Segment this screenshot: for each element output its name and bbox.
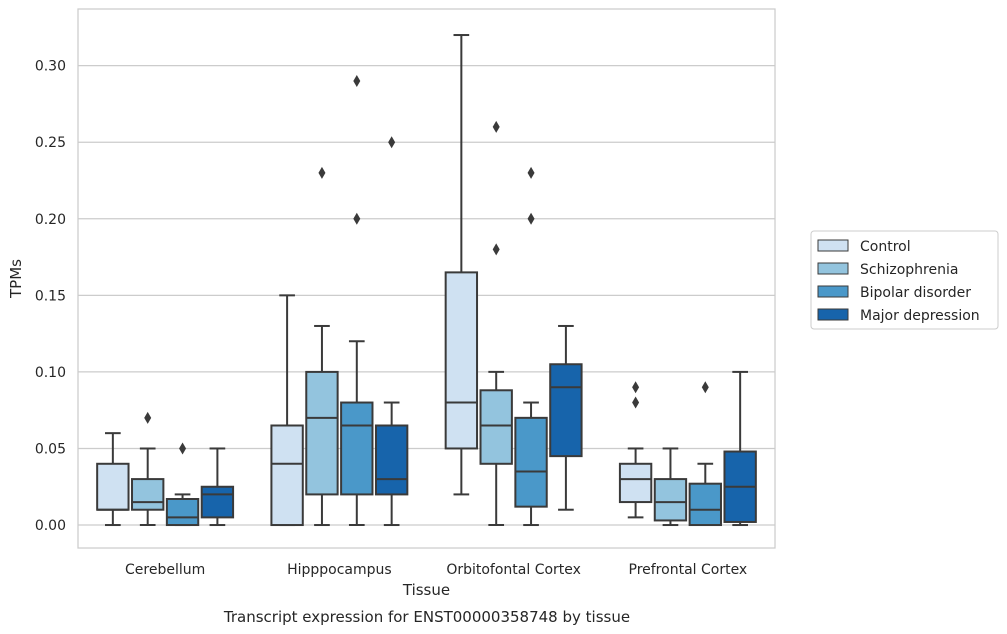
iqr-box xyxy=(618,462,653,504)
x-tick-label: Hipppocampus xyxy=(287,562,392,578)
iqr-box xyxy=(165,498,200,527)
box-1-1 xyxy=(305,166,339,527)
figure-caption: Transcript expression for ENST0000035874… xyxy=(223,608,630,626)
legend-label: Bipolar disorder xyxy=(860,285,971,301)
box-2-2 xyxy=(514,166,548,527)
y-tick-label: 0.25 xyxy=(35,135,66,151)
x-axis-label: Tissue xyxy=(402,581,450,599)
box-0-2 xyxy=(165,442,200,527)
outlier-point xyxy=(701,381,709,394)
legend-swatch xyxy=(817,262,849,275)
x-tick-label: Prefrontal Cortex xyxy=(629,562,748,578)
outlier-point xyxy=(632,396,640,409)
iqr-box xyxy=(96,462,130,511)
iqr-box xyxy=(374,424,409,496)
outlier-point xyxy=(388,136,396,149)
iqr-box xyxy=(688,482,722,527)
iqr-box xyxy=(200,485,235,519)
box-1-0 xyxy=(270,294,304,527)
y-tick-label: 0.30 xyxy=(35,59,66,75)
outlier-point xyxy=(492,243,500,256)
legend: Control Schizophrenia Bipolar disorder Majo… xyxy=(810,230,999,330)
legend-label: Control xyxy=(860,239,911,255)
outlier-point xyxy=(527,166,535,179)
y-tick-label: 0.10 xyxy=(35,365,66,381)
y-tick-label: 0.15 xyxy=(35,288,66,304)
grid-lines xyxy=(78,65,775,526)
iqr-box xyxy=(653,478,688,522)
legend-swatch xyxy=(817,285,849,298)
iqr-box xyxy=(549,363,583,458)
y-axis-label: TPMs xyxy=(7,259,25,299)
box-3-0 xyxy=(618,381,653,519)
x-tick-label: Orbitofontal Cortex xyxy=(446,562,581,578)
box-3-2 xyxy=(688,381,722,527)
outlier-point xyxy=(527,212,535,225)
y-axis-ticks: 0.00 0.05 0.10 0.15 0.20 0.25 0.30 xyxy=(35,59,66,534)
outlier-point xyxy=(353,212,361,225)
box-2-3 xyxy=(549,324,583,511)
box-3-1 xyxy=(653,447,688,527)
outlier-point xyxy=(179,442,187,455)
outlier-point xyxy=(144,411,152,424)
box-2-1 xyxy=(479,120,513,527)
outlier-point xyxy=(353,74,361,87)
y-tick-label: 0.00 xyxy=(35,518,66,534)
box-0-1 xyxy=(131,411,165,527)
box-1-2 xyxy=(340,74,374,527)
outlier-point xyxy=(318,166,326,179)
box-1-3 xyxy=(374,136,409,527)
iqr-box xyxy=(131,478,165,511)
iqr-box xyxy=(479,389,513,465)
x-axis-ticks: Cerebellum Hipppocampus Orbitofontal Corte… xyxy=(125,562,747,578)
x-tick-label: Cerebellum xyxy=(125,562,205,578)
box-2-0 xyxy=(444,34,479,496)
iqr-box xyxy=(340,401,374,496)
legend-swatch xyxy=(817,308,849,321)
legend-label: Major depression xyxy=(860,308,980,324)
box-0-3 xyxy=(200,447,235,527)
y-tick-label: 0.05 xyxy=(35,441,66,457)
boxes xyxy=(96,34,757,527)
legend-frame xyxy=(810,230,999,330)
iqr-box xyxy=(305,370,339,496)
iqr-box xyxy=(514,416,548,508)
iqr-box xyxy=(444,271,479,450)
legend-swatch xyxy=(817,239,849,252)
y-tick-label: 0.20 xyxy=(35,212,66,228)
legend-label: Schizophrenia xyxy=(860,262,958,278)
iqr-box xyxy=(270,424,304,527)
box-0-0 xyxy=(96,432,130,527)
box-3-3 xyxy=(723,370,757,527)
plot-frame xyxy=(77,8,776,549)
outlier-point xyxy=(632,381,640,394)
outlier-point xyxy=(492,120,500,133)
